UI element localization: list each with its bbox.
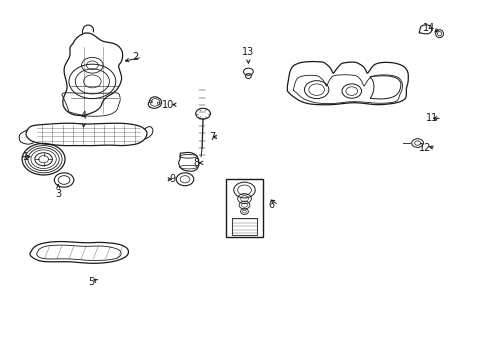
- Bar: [231, 219, 257, 234]
- Text: 2: 2: [132, 52, 138, 62]
- Text: 5: 5: [88, 277, 94, 287]
- Text: 8: 8: [193, 158, 199, 168]
- Text: 14: 14: [423, 23, 435, 33]
- Text: 11: 11: [425, 113, 437, 123]
- Text: 10: 10: [161, 100, 173, 110]
- Text: 6: 6: [268, 200, 274, 210]
- Text: 1: 1: [23, 152, 29, 162]
- Text: 4: 4: [81, 111, 86, 121]
- Text: 7: 7: [208, 132, 215, 142]
- Text: 12: 12: [419, 143, 431, 153]
- Text: 3: 3: [55, 189, 61, 199]
- Text: 9: 9: [169, 174, 175, 184]
- Bar: [225, 179, 262, 237]
- Text: 13: 13: [242, 47, 254, 57]
